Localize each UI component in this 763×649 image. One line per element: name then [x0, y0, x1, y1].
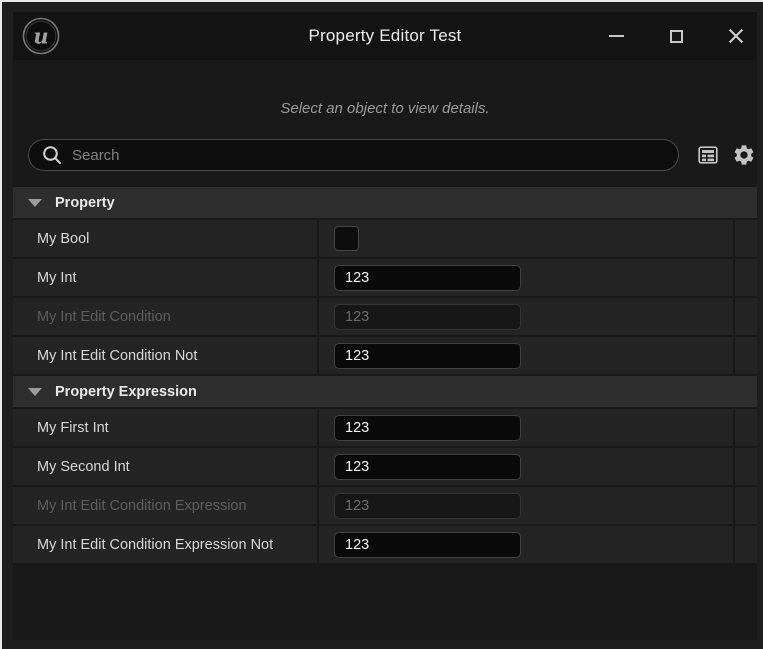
row-right-spacer — [733, 487, 757, 524]
collapse-arrow-icon[interactable] — [28, 387, 42, 396]
property-name-cell: My Int Edit Condition Not — [13, 337, 317, 374]
property-value-cell — [317, 409, 733, 446]
bool-checkbox[interactable] — [334, 226, 359, 251]
property-value-cell — [317, 487, 733, 524]
property-name-cell: My Int Edit Condition Expression Not — [13, 526, 317, 563]
row-right-spacer — [733, 448, 757, 485]
property-label: My Int Edit Condition Expression Not — [37, 536, 274, 553]
maximize-icon — [669, 29, 683, 43]
settings-gear-icon — [734, 145, 754, 165]
property-name-cell: My Int — [13, 259, 317, 296]
property-name-cell: My Second Int — [13, 448, 317, 485]
property-row: My Int Edit Condition Expression — [13, 487, 757, 526]
settings-button[interactable] — [732, 143, 756, 167]
property-label: My Int Edit Condition — [37, 308, 171, 325]
close-icon — [728, 28, 744, 44]
property-name-cell: My Int Edit Condition — [13, 298, 317, 335]
int-input[interactable] — [334, 453, 521, 480]
row-right-spacer — [733, 220, 757, 257]
property-name-cell: My Bool — [13, 220, 317, 257]
maximize-button[interactable] — [665, 23, 687, 49]
category-header[interactable]: Property — [13, 187, 757, 220]
display-filters-button[interactable] — [696, 143, 720, 167]
property-row: My Int Edit Condition — [13, 298, 757, 337]
collapse-arrow-icon[interactable] — [28, 198, 42, 207]
category-header[interactable]: Property Expression — [13, 376, 757, 409]
property-value-cell — [317, 337, 733, 374]
int-input[interactable] — [334, 342, 521, 369]
minimize-button[interactable] — [605, 23, 627, 49]
property-value-cell — [317, 220, 733, 257]
property-label: My First Int — [37, 419, 109, 436]
minimize-icon — [608, 35, 624, 37]
property-label: My Int — [37, 269, 77, 286]
search-input[interactable] — [72, 146, 666, 164]
search-toolbar — [28, 139, 757, 171]
property-value-cell — [317, 448, 733, 485]
property-name-cell: My Int Edit Condition Expression — [13, 487, 317, 524]
property-value-cell — [317, 259, 733, 296]
details-table: Property My Bool My Int My Int Edit Conditi… — [13, 187, 757, 565]
titlebar[interactable]: u Property Editor Test — [13, 12, 757, 60]
property-value-cell — [317, 298, 733, 335]
category-label: Property Expression — [55, 383, 197, 400]
property-row: My First Int — [13, 409, 757, 448]
row-right-spacer — [733, 259, 757, 296]
int-input[interactable] — [334, 531, 521, 558]
int-input[interactable] — [334, 414, 521, 441]
category-label: Property — [55, 194, 115, 211]
row-right-spacer — [733, 409, 757, 446]
window-inner: u Property Editor Test Select an object … — [13, 12, 757, 640]
property-value-cell — [317, 526, 733, 563]
property-row: My Int Edit Condition Expression Not — [13, 526, 757, 565]
search-box[interactable] — [28, 139, 679, 171]
close-button[interactable] — [725, 23, 747, 49]
empty-selection-hint-area: Select an object to view details. — [13, 60, 757, 139]
property-row: My Bool — [13, 220, 757, 259]
property-name-cell: My First Int — [13, 409, 317, 446]
unreal-engine-logo-icon[interactable]: u — [22, 17, 60, 55]
property-row: My Int — [13, 259, 757, 298]
row-right-spacer — [733, 526, 757, 563]
svg-text:u: u — [33, 24, 48, 49]
empty-selection-hint: Select an object to view details. — [280, 100, 490, 117]
search-icon — [43, 146, 61, 164]
row-right-spacer — [733, 298, 757, 335]
int-input — [334, 492, 521, 519]
window-controls — [605, 12, 747, 60]
property-label: My Int Edit Condition Expression — [37, 497, 247, 514]
property-row: My Int Edit Condition Not — [13, 337, 757, 376]
display-filters-icon — [698, 146, 718, 164]
int-input[interactable] — [334, 264, 521, 291]
property-label: My Int Edit Condition Not — [37, 347, 198, 364]
property-label: My Bool — [37, 230, 90, 247]
row-right-spacer — [733, 337, 757, 374]
int-input — [334, 303, 521, 330]
property-label: My Second Int — [37, 458, 130, 475]
property-row: My Second Int — [13, 448, 757, 487]
empty-area — [13, 565, 757, 640]
